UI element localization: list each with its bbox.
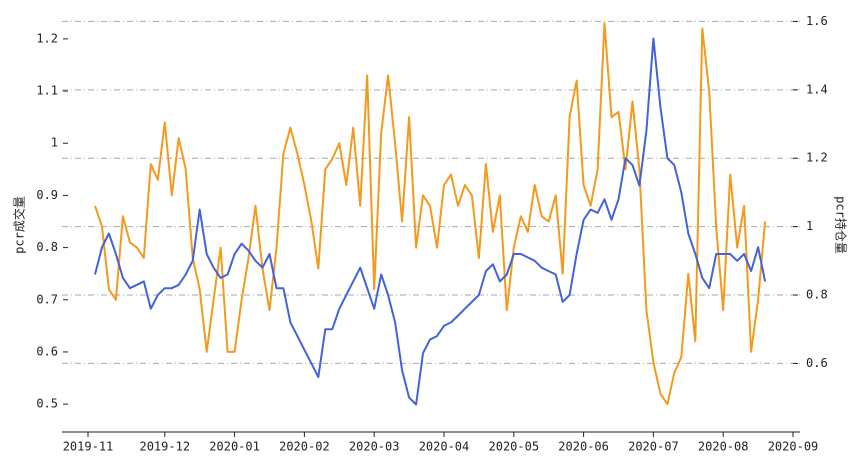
x-tick-label: 2020-02	[279, 440, 330, 454]
x-tick-label: 2020-05	[489, 440, 540, 454]
x-tick-label: 2019-12	[139, 440, 190, 454]
series-line	[94, 22, 767, 406]
y2-tick-label: 1.4	[806, 82, 828, 96]
y-tick-label: 0.6	[36, 344, 58, 358]
y-tick-label: 0.8	[36, 240, 58, 254]
y-tick-label: 0.9	[36, 188, 58, 202]
y-tick-label: 1	[51, 136, 58, 150]
y-tick-label: 1.2	[36, 31, 58, 45]
series-line	[94, 37, 767, 406]
x-tick-label: 2020-01	[209, 440, 260, 454]
x-tick-label: 2020-06	[558, 440, 609, 454]
y-tick-label: 0.7	[36, 292, 58, 306]
y-tick-label: 1.1	[36, 84, 58, 98]
x-tick-label: 2020-08	[698, 440, 749, 454]
y2-tick-label: 0.8	[806, 288, 828, 302]
x-tick-label: 2020-07	[628, 440, 679, 454]
y2-tick-label: 1	[806, 219, 813, 233]
x-tick-label: 2020-03	[349, 440, 400, 454]
x-tick-label: 2019-11	[63, 440, 114, 454]
y-tick-label: 0.5	[36, 397, 58, 411]
y2-tick-label: 1.2	[806, 151, 828, 165]
y2-axis-label: pcr持仓量	[834, 196, 849, 254]
x-tick-label: 2020-04	[419, 440, 470, 454]
x-tick-label: 2020-09	[768, 440, 819, 454]
y2-tick-label: 1.6	[806, 14, 828, 28]
y-axis-label: pcr成交量	[12, 196, 27, 254]
y2-tick-label: 0.6	[806, 356, 828, 370]
